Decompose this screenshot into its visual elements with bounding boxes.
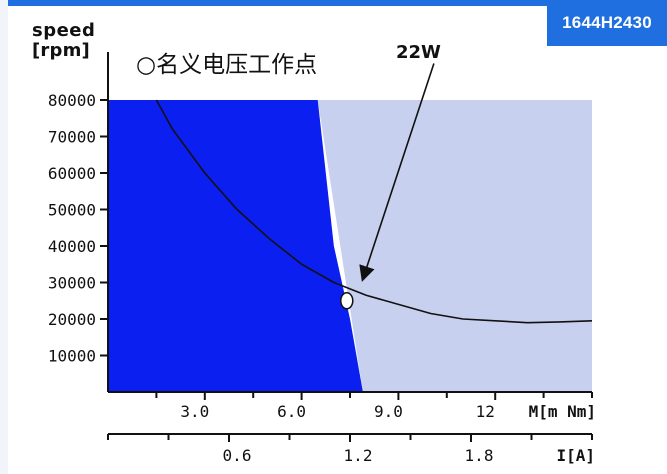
curve-point-11 bbox=[494, 320, 496, 322]
curve-point-2 bbox=[204, 172, 206, 174]
left-edge-strip bbox=[0, 0, 8, 474]
y-axis-label-speed: speed bbox=[32, 20, 96, 41]
curve-point-8 bbox=[398, 304, 400, 306]
speed-torque-curve bbox=[155, 99, 593, 324]
current-axis-label: I[A] bbox=[556, 446, 595, 465]
y-tick-label-40000: 40000 bbox=[48, 237, 96, 256]
curve-point-14 bbox=[591, 320, 593, 322]
y-tick-label-20000: 20000 bbox=[48, 310, 96, 329]
y-tick-label-50000: 50000 bbox=[48, 201, 96, 220]
curve-point-0 bbox=[156, 99, 158, 101]
curve-point-1 bbox=[172, 128, 174, 130]
y-tick-label-80000: 80000 bbox=[48, 91, 96, 110]
current-tick-label-0.6: 0.6 bbox=[223, 446, 252, 465]
torque-tick-label-6.0: 6.0 bbox=[277, 402, 306, 421]
y-tick-label-10000: 10000 bbox=[48, 347, 96, 366]
y-tick-label-70000: 70000 bbox=[48, 128, 96, 147]
torque-axis-label: M[m Nm] bbox=[529, 402, 596, 421]
current-tick-label-1.8: 1.8 bbox=[465, 446, 494, 465]
curve-point-7 bbox=[365, 294, 367, 296]
operating-point-marker bbox=[340, 292, 354, 310]
curve-point-10 bbox=[462, 318, 464, 320]
curve-point-4 bbox=[269, 238, 271, 240]
y-tick-label-30000: 30000 bbox=[48, 274, 96, 293]
curve-point-13 bbox=[559, 321, 561, 323]
power-annotation: 22W bbox=[396, 42, 441, 63]
y-axis-label-rpm: [rpm] bbox=[32, 40, 90, 61]
continuous-region bbox=[108, 100, 363, 392]
model-badge: 1644H2430 bbox=[547, 0, 667, 46]
top-edge-strip bbox=[0, 0, 667, 6]
curve-point-6 bbox=[333, 282, 335, 284]
model-badge-label: 1644H2430 bbox=[562, 13, 652, 32]
torque-tick-label-12: 12 bbox=[476, 402, 495, 421]
intermittent-region bbox=[317, 100, 592, 392]
curve-point-9 bbox=[430, 313, 432, 315]
y-tick-label-60000: 60000 bbox=[48, 164, 96, 183]
torque-tick-label-9.0: 9.0 bbox=[374, 402, 403, 421]
current-tick-label-1.2: 1.2 bbox=[344, 446, 373, 465]
curve-point-3 bbox=[236, 209, 238, 211]
curve-point-5 bbox=[301, 263, 303, 265]
operating-point-annotation: ○名义电压工作点 bbox=[136, 52, 318, 78]
power-annotation-arrow bbox=[359, 63, 435, 282]
torque-tick-label-3.0: 3.0 bbox=[180, 402, 209, 421]
curve-point-12 bbox=[527, 322, 529, 324]
